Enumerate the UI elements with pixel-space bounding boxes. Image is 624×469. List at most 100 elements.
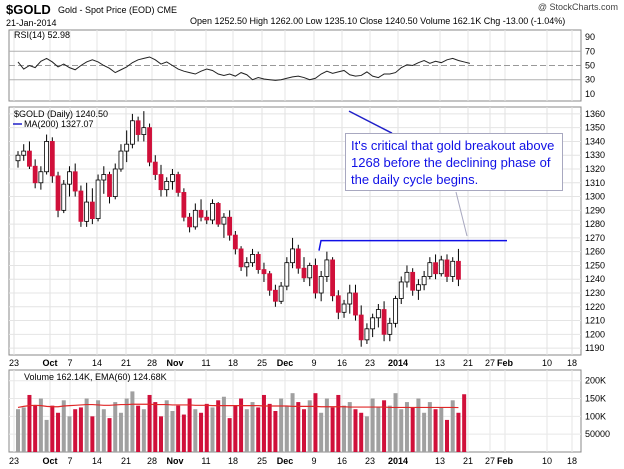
candle-body [450,260,456,277]
volume-bar [33,405,38,452]
volume-bar [90,416,95,452]
volume-bar [67,416,72,452]
volume-bar [279,398,284,452]
candle-body [67,171,72,185]
candle-body [227,216,233,236]
candle-body [129,120,135,145]
price-x-tick-label: Oct [42,358,57,368]
price-x-tick-label: Nov [166,358,183,368]
rsi-legend: RSI(14) 52.98 [14,30,70,40]
rsi-tick-label: 70 [585,46,595,56]
candle-body [370,317,376,330]
price-x-tick-label: 14 [92,358,102,368]
price-x-tick-label: 2014 [388,358,408,368]
candle-body [335,295,341,313]
volume-x-tick-label: 18 [228,456,238,466]
volume-ema-line [17,403,459,409]
volume-bar [387,405,392,452]
price-x-tick-label: 13 [435,358,445,368]
volume-bar [56,412,61,452]
volume-x-tick-label: 7 [67,456,72,466]
candle-body [410,271,416,291]
volume-bar [399,409,404,452]
volume-bar [433,409,438,452]
price-tick-label: 1220 [585,302,605,312]
volume-x-tick-label: 23 [365,456,375,466]
price-tick-label: 1240 [585,274,605,284]
volume-bar [450,400,455,452]
candle-body [187,216,193,228]
volume-bar [284,405,289,452]
price-tick-label: 1270 [585,233,605,243]
candle-body [324,259,330,277]
volume-bar [239,398,244,452]
volume-x-tick-label: 18 [567,456,577,466]
volume-bar [44,419,49,452]
volume-bar [101,409,106,452]
candle-body [170,174,175,182]
volume-bar [353,409,358,452]
price-tick-label: 1260 [585,247,605,257]
candle-body [444,259,450,277]
candle-body [313,265,318,294]
volume-bar [244,409,249,452]
candle-body [164,180,170,191]
chart-description: Gold - Spot Price (EOD) CME [58,5,177,15]
candle-body [353,292,358,316]
breakout-line [318,239,507,251]
candle-body [118,150,124,170]
volume-bar [107,418,112,452]
volume-bar [16,409,20,452]
candle-body [301,267,307,279]
candle-body [175,174,181,193]
price-x-tick-label: 7 [67,358,72,368]
volume-bar [159,416,163,452]
ohlc-summary: Open 1252.50 High 1262.00 Low 1235.10 Cl… [190,16,566,26]
price-tick-label: 1310 [585,178,605,188]
volume-bar [73,409,78,452]
candle-body [381,309,387,335]
rsi-tick-label: 30 [585,75,595,85]
price-tick-label: 1340 [585,136,605,146]
volume-x-tick-label: 23 [9,456,19,466]
candle-body [49,141,55,177]
price-legend: $GOLD (Daily) 1240.50 [14,109,108,119]
volume-bar [273,411,278,452]
volume-bar [84,398,89,452]
volume-bar [78,407,83,452]
volume-tick-label: 200K [585,376,606,386]
candle-body [15,154,21,162]
chart-symbol: $GOLD [6,2,51,17]
candle-body [295,248,301,269]
rsi-line [17,56,471,81]
price-tick-label: 1300 [585,192,605,202]
candle-body [255,254,261,270]
volume-x-tick-label: Nov [166,456,183,466]
volume-bar [38,398,43,452]
volume-bar [267,403,272,452]
volume-bar [393,393,398,452]
volume-bar [416,398,421,452]
volume-bar [130,391,135,452]
volume-bar [456,412,461,452]
rsi-tick-label: 50 [585,61,595,71]
annotation-pointer [455,191,468,237]
candle-body [44,141,49,173]
candle-body [364,328,370,341]
volume-bar [302,409,306,452]
volume-tick-label: 150K [585,394,606,404]
candle-body [290,248,295,264]
volume-x-tick-label: 13 [435,456,445,466]
candle-body [232,234,238,250]
volume-bar [256,407,261,452]
candle-body [433,262,438,275]
candle-body [267,273,273,291]
candle-body [278,285,284,302]
candle-body [147,127,152,163]
ma-legend: MA(200) 1327.07 [24,119,94,129]
volume-bar [324,398,329,452]
candle-body [55,175,61,211]
candle-body [101,174,107,181]
volume-panel [8,369,582,453]
